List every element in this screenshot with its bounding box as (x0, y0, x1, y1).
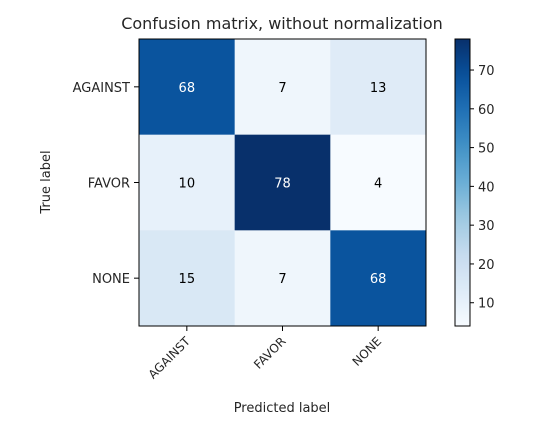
heatmap-cell (139, 230, 236, 327)
cell-value-label: 13 (370, 81, 387, 96)
colorbar-tick-label: 10 (478, 297, 495, 312)
heatmap-cell (330, 39, 427, 136)
colorbar-tick-label: 50 (478, 142, 495, 157)
colorbar-tick-label: 60 (478, 103, 495, 118)
heatmap-cell (330, 134, 427, 231)
cell-value-label: 78 (274, 177, 291, 192)
heatmap-cell (330, 230, 427, 327)
cell-value-labels: 68 7 13 10 78 4 15 7 68 (179, 81, 387, 287)
y-axis: AGAINST FAVOR NONE (73, 81, 139, 287)
heatmap-cell (139, 39, 236, 136)
colorbar-tick-label: 70 (478, 64, 495, 79)
chart-title: Confusion matrix, without normalization (121, 14, 443, 33)
y-axis-label: True label (39, 150, 54, 214)
cell-value-label: 15 (179, 272, 196, 287)
x-axis: AGAINST FAVOR NONE (146, 326, 385, 382)
cell-value-label: 68 (179, 81, 196, 96)
x-tick-label: FAVOR (251, 334, 288, 371)
y-tick-label: AGAINST (73, 81, 130, 96)
heatmap-cell (234, 134, 331, 231)
y-tick-label: NONE (92, 272, 130, 287)
heatmap-cell (139, 134, 236, 231)
x-tick-label: AGAINST (146, 334, 194, 382)
cell-value-label: 7 (278, 81, 286, 96)
cell-value-label: 4 (374, 177, 382, 192)
colorbar-tick-label: 30 (478, 219, 495, 234)
colorbar: 10 20 30 40 50 60 70 (454, 38, 495, 327)
cell-value-label: 68 (370, 272, 387, 287)
x-tick-label: NONE (350, 334, 385, 369)
colorbar-tick-label: 40 (478, 180, 495, 195)
y-tick-label: FAVOR (88, 177, 130, 192)
colorbar-tick-label: 20 (478, 258, 495, 273)
heatmap-cell (234, 39, 331, 136)
cell-value-label: 10 (179, 177, 196, 192)
x-axis-label: Predicted label (234, 401, 331, 416)
colorbar-gradient (455, 39, 470, 326)
heatmap-cell (234, 230, 331, 327)
colorbar-frame (454, 38, 471, 327)
colorbar-ticks: 10 20 30 40 50 60 70 (470, 64, 495, 312)
heatmap-cells (139, 39, 427, 327)
cell-value-label: 7 (278, 272, 286, 287)
